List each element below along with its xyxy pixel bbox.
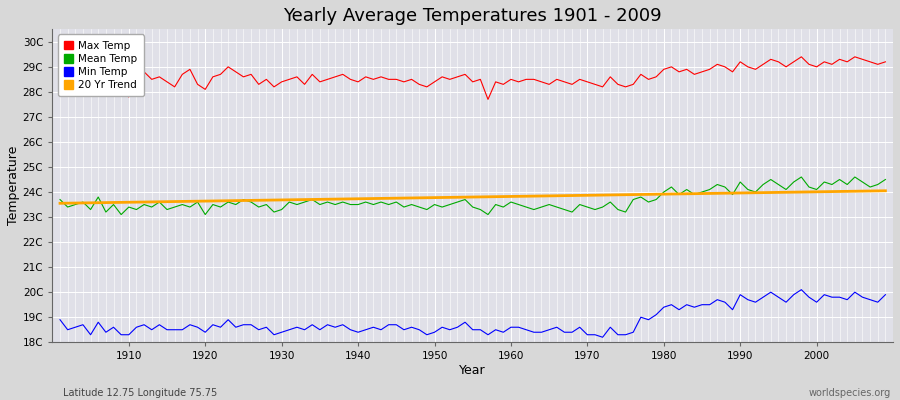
Text: Latitude 12.75 Longitude 75.75: Latitude 12.75 Longitude 75.75 [63,388,217,398]
Title: Yearly Average Temperatures 1901 - 2009: Yearly Average Temperatures 1901 - 2009 [284,7,662,25]
Y-axis label: Temperature: Temperature [7,146,20,226]
Legend: Max Temp, Mean Temp, Min Temp, 20 Yr Trend: Max Temp, Mean Temp, Min Temp, 20 Yr Tre… [58,34,144,96]
X-axis label: Year: Year [459,364,486,377]
Text: worldspecies.org: worldspecies.org [809,388,891,398]
